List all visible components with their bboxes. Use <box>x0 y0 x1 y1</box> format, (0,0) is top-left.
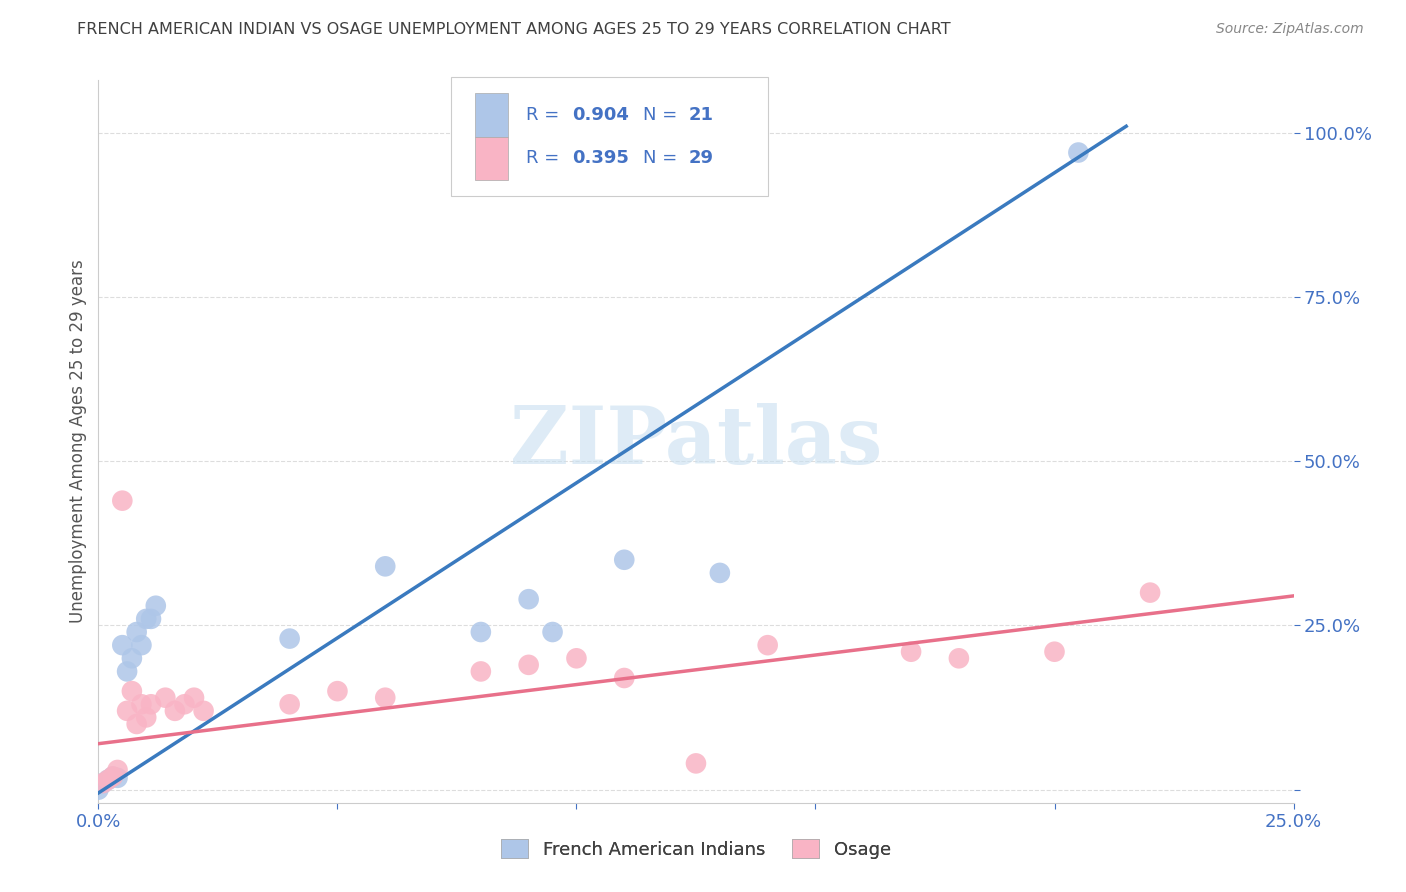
Point <box>135 612 157 626</box>
Text: Source: ZipAtlas.com: Source: ZipAtlas.com <box>1216 22 1364 37</box>
Text: R =: R = <box>526 106 565 124</box>
Point <box>131 698 153 712</box>
Point <box>107 763 129 777</box>
Point <box>1067 145 1090 160</box>
Point <box>97 772 120 787</box>
Legend: French American Indians, Osage: French American Indians, Osage <box>494 832 898 866</box>
Point <box>374 559 396 574</box>
Point <box>125 625 148 640</box>
Point <box>173 698 195 712</box>
Point <box>278 698 301 712</box>
Text: N =: N = <box>644 106 683 124</box>
Point <box>111 493 134 508</box>
Text: ZIPatlas: ZIPatlas <box>510 402 882 481</box>
Point <box>1043 645 1066 659</box>
Point <box>565 651 588 665</box>
Point <box>900 645 922 659</box>
Point <box>517 657 540 672</box>
Point <box>121 651 143 665</box>
Point <box>470 665 492 679</box>
Text: FRENCH AMERICAN INDIAN VS OSAGE UNEMPLOYMENT AMONG AGES 25 TO 29 YEARS CORRELATI: FRENCH AMERICAN INDIAN VS OSAGE UNEMPLOY… <box>77 22 950 37</box>
Point <box>470 625 492 640</box>
Point <box>101 770 124 784</box>
FancyBboxPatch shape <box>451 77 768 196</box>
Point <box>115 665 138 679</box>
Point <box>183 690 205 705</box>
Point <box>87 782 110 797</box>
Point <box>709 566 731 580</box>
Point <box>517 592 540 607</box>
Point <box>948 651 970 665</box>
Point <box>613 671 636 685</box>
Point <box>155 690 177 705</box>
Point <box>121 684 143 698</box>
Point <box>326 684 349 698</box>
Point <box>91 776 114 790</box>
FancyBboxPatch shape <box>475 94 509 136</box>
Point <box>613 553 636 567</box>
Text: N =: N = <box>644 149 683 168</box>
Point <box>756 638 779 652</box>
Point <box>1139 585 1161 599</box>
Point <box>145 599 167 613</box>
Point <box>139 612 162 626</box>
Point <box>131 638 153 652</box>
Point <box>97 772 120 787</box>
Point <box>115 704 138 718</box>
Point <box>135 710 157 724</box>
Text: 21: 21 <box>689 106 714 124</box>
Point <box>374 690 396 705</box>
Point <box>91 776 114 790</box>
Point <box>685 756 707 771</box>
Point <box>541 625 564 640</box>
Point <box>163 704 186 718</box>
Text: R =: R = <box>526 149 565 168</box>
Point <box>107 771 129 785</box>
Point <box>125 717 148 731</box>
Text: 29: 29 <box>689 149 714 168</box>
Text: 0.395: 0.395 <box>572 149 628 168</box>
Text: 0.904: 0.904 <box>572 106 628 124</box>
Point <box>193 704 215 718</box>
Point <box>278 632 301 646</box>
Point <box>101 770 124 784</box>
FancyBboxPatch shape <box>475 136 509 180</box>
Point <box>139 698 162 712</box>
Y-axis label: Unemployment Among Ages 25 to 29 years: Unemployment Among Ages 25 to 29 years <box>69 260 87 624</box>
Point <box>111 638 134 652</box>
